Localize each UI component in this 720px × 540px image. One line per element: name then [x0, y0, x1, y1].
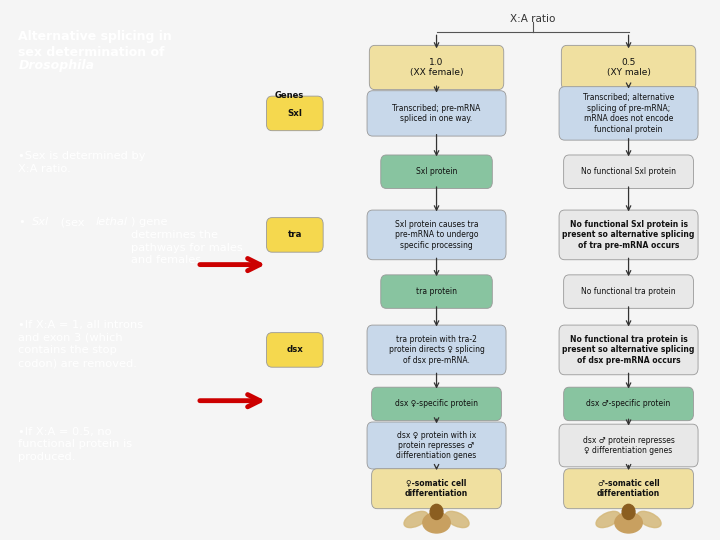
Text: No functional tra protein is
present so alternative splicing
of dsx pre-mRNA occ: No functional tra protein is present so …: [562, 335, 695, 365]
Text: Transcribed; pre-mRNA
spliced in one way.: Transcribed; pre-mRNA spliced in one way…: [392, 104, 481, 123]
Text: •Sex is determined by
X:A ratio.: •Sex is determined by X:A ratio.: [19, 151, 146, 174]
Text: Genes: Genes: [274, 91, 304, 100]
Ellipse shape: [596, 511, 620, 528]
Text: tra: tra: [287, 231, 302, 239]
Text: Alternative splicing in
sex determination of: Alternative splicing in sex determinatio…: [19, 30, 172, 76]
Text: Transcribed; alternative
splicing of pre-mRNA;
mRNA does not encode
functional p: Transcribed; alternative splicing of pre…: [583, 93, 674, 133]
Text: No functional Sxl protein: No functional Sxl protein: [581, 167, 676, 176]
Text: 0.5
(XY male): 0.5 (XY male): [607, 58, 650, 77]
Text: Sxl protein causes tra
pre-mRNA to undergo
specific processing: Sxl protein causes tra pre-mRNA to under…: [395, 220, 478, 250]
Ellipse shape: [615, 512, 642, 533]
Text: dsx ♂-specific protein: dsx ♂-specific protein: [586, 400, 671, 408]
Text: Sxl protein: Sxl protein: [416, 167, 457, 176]
Text: tra protein with tra-2
protein directs ♀ splicing
of dsx pre-mRNA.: tra protein with tra-2 protein directs ♀…: [389, 335, 485, 365]
FancyBboxPatch shape: [381, 275, 492, 308]
FancyBboxPatch shape: [559, 210, 698, 260]
Ellipse shape: [404, 511, 428, 528]
FancyBboxPatch shape: [372, 387, 501, 421]
Text: dsx ♀-specific protein: dsx ♀-specific protein: [395, 400, 478, 408]
FancyBboxPatch shape: [564, 469, 693, 509]
Text: •If X:A = 0.5, no
functional protein is
produced.: •If X:A = 0.5, no functional protein is …: [19, 427, 132, 462]
Text: dsx ♀ protein with ix
protein represses ♂
differentiation genes: dsx ♀ protein with ix protein represses …: [397, 430, 477, 461]
Ellipse shape: [423, 512, 450, 533]
FancyBboxPatch shape: [562, 45, 696, 90]
FancyBboxPatch shape: [372, 469, 501, 509]
FancyBboxPatch shape: [564, 387, 693, 421]
FancyBboxPatch shape: [559, 86, 698, 140]
Text: No functional Sxl protein is
present so alternative splicing
of tra pre-mRNA occ: No functional Sxl protein is present so …: [562, 220, 695, 250]
Ellipse shape: [445, 511, 469, 528]
Ellipse shape: [637, 511, 661, 528]
Text: Sxl: Sxl: [287, 109, 302, 118]
Text: ♂-somatic cell
differentiation: ♂-somatic cell differentiation: [597, 479, 660, 498]
FancyBboxPatch shape: [367, 210, 506, 260]
Text: lethal: lethal: [96, 217, 128, 227]
Text: dsx: dsx: [287, 346, 303, 354]
Text: X:A ratio: X:A ratio: [510, 14, 555, 24]
FancyBboxPatch shape: [564, 155, 693, 188]
Text: ♀-somatic cell
differentiation: ♀-somatic cell differentiation: [405, 479, 468, 498]
FancyBboxPatch shape: [266, 96, 323, 131]
Text: No functional tra protein: No functional tra protein: [581, 287, 676, 296]
FancyBboxPatch shape: [559, 424, 698, 467]
Text: Drosophila: Drosophila: [19, 59, 94, 72]
Circle shape: [622, 504, 635, 519]
Text: tra protein: tra protein: [416, 287, 457, 296]
FancyBboxPatch shape: [266, 333, 323, 367]
Text: ) gene
determines the
pathways for males
and females.: ) gene determines the pathways for males…: [132, 217, 243, 266]
Text: •: •: [19, 217, 25, 227]
Text: 1.0
(XX female): 1.0 (XX female): [410, 58, 463, 77]
Text: Sxl: Sxl: [32, 217, 49, 227]
FancyBboxPatch shape: [367, 422, 506, 469]
FancyBboxPatch shape: [266, 218, 323, 252]
FancyBboxPatch shape: [367, 91, 506, 136]
FancyBboxPatch shape: [367, 325, 506, 375]
Text: dsx ♂ protein represses
♀ differentiation genes: dsx ♂ protein represses ♀ differentiatio…: [582, 436, 675, 455]
Text: •If X:A = 1, all introns
and exon 3 (which
contains the stop
codon) are removed.: •If X:A = 1, all introns and exon 3 (whi…: [19, 320, 143, 368]
FancyBboxPatch shape: [564, 275, 693, 308]
FancyBboxPatch shape: [381, 155, 492, 188]
FancyBboxPatch shape: [369, 45, 504, 90]
FancyBboxPatch shape: [559, 325, 698, 375]
Circle shape: [430, 504, 443, 519]
Text: (sex: (sex: [56, 217, 88, 227]
